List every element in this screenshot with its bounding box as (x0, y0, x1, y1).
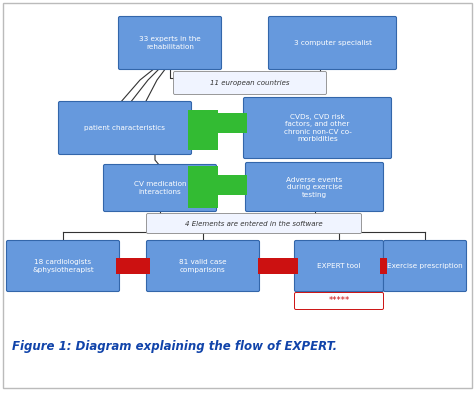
Text: *****: ***** (328, 297, 350, 305)
Text: Adverse events
during exercise
testing: Adverse events during exercise testing (286, 177, 342, 198)
Bar (116, 258, 150, 274)
FancyBboxPatch shape (3, 3, 472, 388)
Text: EXPERT tool: EXPERT tool (317, 263, 361, 269)
Text: CVDs, CVD risk
factors, and other
chronic non-CV co-
morbidities: CVDs, CVD risk factors, and other chroni… (284, 114, 352, 142)
Bar (188, 166, 218, 208)
FancyBboxPatch shape (294, 241, 383, 292)
Bar (380, 258, 387, 274)
Bar (218, 175, 247, 195)
Text: 3 computer specialist: 3 computer specialist (294, 40, 371, 46)
FancyBboxPatch shape (104, 164, 217, 211)
Bar (188, 110, 218, 150)
FancyBboxPatch shape (173, 71, 326, 94)
FancyBboxPatch shape (294, 293, 383, 310)
FancyBboxPatch shape (383, 241, 466, 292)
Bar (258, 258, 298, 274)
Text: 33 experts in the
rehabilitation: 33 experts in the rehabilitation (139, 36, 201, 50)
Text: Exercise prescription: Exercise prescription (387, 263, 463, 269)
FancyBboxPatch shape (118, 17, 221, 70)
FancyBboxPatch shape (58, 102, 191, 154)
Bar (218, 113, 247, 133)
Text: 81 valid case
comparisons: 81 valid case comparisons (179, 259, 227, 273)
FancyBboxPatch shape (244, 98, 391, 158)
Text: patient characteristics: patient characteristics (85, 125, 165, 131)
Text: 11 european countries: 11 european countries (210, 80, 290, 86)
FancyBboxPatch shape (268, 17, 397, 70)
Text: 18 cardiologists
&physiotherapist: 18 cardiologists &physiotherapist (32, 259, 94, 273)
FancyBboxPatch shape (7, 241, 120, 292)
Text: CV medication
interactions: CV medication interactions (134, 181, 186, 195)
Text: Figure 1: Diagram explaining the flow of EXPERT.: Figure 1: Diagram explaining the flow of… (12, 340, 337, 353)
FancyBboxPatch shape (146, 241, 259, 292)
FancyBboxPatch shape (146, 214, 361, 233)
FancyBboxPatch shape (246, 162, 383, 211)
Text: 4 Elements are entered in the software: 4 Elements are entered in the software (185, 220, 323, 226)
